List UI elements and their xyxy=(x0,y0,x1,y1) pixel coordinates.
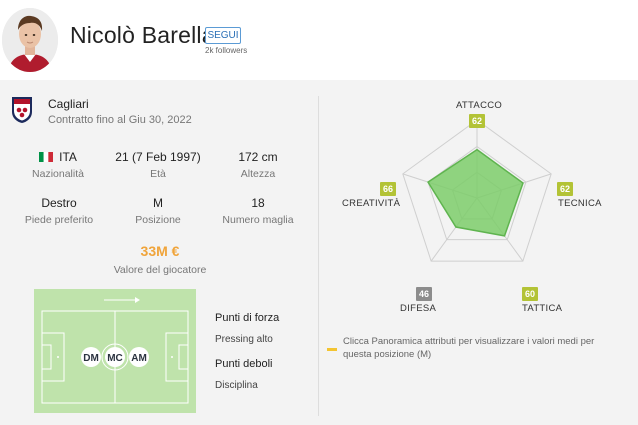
height-stat: 172 cm Altezza xyxy=(218,150,298,180)
radar-score-1: 62 xyxy=(557,182,573,196)
height-label: Altezza xyxy=(240,168,276,180)
nationality-label: Nazionalità xyxy=(32,168,84,180)
position-dm-label: DM xyxy=(83,353,99,364)
follow-button[interactable]: SEGUI xyxy=(205,27,241,44)
age-label: Età xyxy=(150,168,166,180)
radar-label-3: DIFESA xyxy=(400,303,437,314)
foot-stat: Destro Piede preferito xyxy=(16,196,102,226)
position-pitch: DM MC AM xyxy=(34,289,196,413)
radar-chart xyxy=(402,119,552,262)
position-mc-label: MC xyxy=(107,353,123,364)
strength-item: Pressing alto xyxy=(215,334,273,345)
radar-grid-ring xyxy=(402,119,552,262)
nationality-stat: ITA Nazionalità xyxy=(20,150,96,180)
position-value: M xyxy=(153,196,163,210)
age-stat: 21 (7 Feb 1997) Età xyxy=(104,150,212,180)
followers-count: 2k followers xyxy=(205,46,248,55)
radar-score-3: 46 xyxy=(416,287,432,301)
player-profile-panel: Cagliari Contratto fino al Giu 30, 2022 … xyxy=(0,80,638,425)
age-value: 21 (7 Feb 1997) xyxy=(115,150,201,164)
foot-label: Piede preferito xyxy=(24,214,94,226)
radar-label-4: CREATIVITÀ xyxy=(342,198,401,209)
weaknesses-heading: Punti deboli xyxy=(215,358,273,370)
position-label: Posizione xyxy=(135,214,181,226)
foot-value: Destro xyxy=(41,196,77,210)
radar-label-1: TECNICA xyxy=(558,198,602,209)
shirt-number-stat: 18 Numero maglia xyxy=(212,196,304,226)
radar-label-0: ATTACCO xyxy=(456,100,503,111)
contract-expiry: Contratto fino al Giu 30, 2022 xyxy=(48,114,192,126)
club-crest-icon xyxy=(11,96,33,124)
player-avatar xyxy=(2,8,58,72)
market-value-label: Valore del giocatore xyxy=(113,264,207,276)
player-header: Nicolò Barella SEGUI 2k followers xyxy=(0,0,638,80)
italy-flag-icon xyxy=(39,152,54,162)
attributes-polygon xyxy=(427,148,524,237)
position-am-label: AM xyxy=(131,353,147,364)
weakness-item: Disciplina xyxy=(215,380,258,391)
position-marker-am xyxy=(129,347,149,367)
shirt-number-label: Numero maglia xyxy=(222,214,294,226)
pitch-diagram: DM MC AM xyxy=(41,297,189,404)
position-stat: M Posizione xyxy=(118,196,198,226)
shirt-number-value: 18 xyxy=(251,196,265,210)
strengths-heading: Punti di forza xyxy=(215,312,280,324)
nationality-value: ITA xyxy=(20,150,96,165)
market-value: 33M € xyxy=(140,243,180,259)
legend-text: Clicca Panoramica attributi per visualiz… xyxy=(343,336,595,360)
position-marker-dm xyxy=(81,347,101,367)
section-divider xyxy=(318,96,319,416)
radar-score-0: 62 xyxy=(469,114,485,128)
nationality-text: ITA xyxy=(59,150,77,164)
height-value: 172 cm xyxy=(238,150,278,164)
legend-swatch xyxy=(327,348,337,351)
club-name[interactable]: Cagliari xyxy=(48,97,89,111)
radar-score-4: 66 xyxy=(380,182,396,196)
position-marker-mc xyxy=(105,347,125,367)
player-profile-card: Cagliari Contratto fino al Giu 30, 2022 … xyxy=(0,86,638,420)
radar-score-2: 60 xyxy=(522,287,538,301)
player-name: Nicolò Barella xyxy=(70,22,215,48)
attributes-radar[interactable]: ATTACCO 62 TECNICA 62 TATTICA 60 DIFESA 46 CREAT… xyxy=(330,86,630,314)
radar-label-2: TATTICA xyxy=(522,303,563,314)
